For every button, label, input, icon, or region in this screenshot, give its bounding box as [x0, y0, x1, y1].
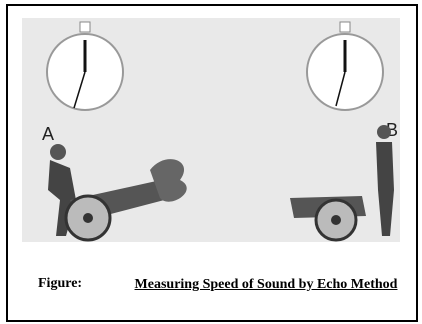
caption-label: Figure:	[38, 276, 82, 292]
point-label: A	[42, 124, 54, 144]
caption-text: Measuring Speed of Sound by Echo Method	[132, 276, 400, 293]
page: {"figure": {"label_a": "A", "label_b": "…	[0, 0, 422, 324]
